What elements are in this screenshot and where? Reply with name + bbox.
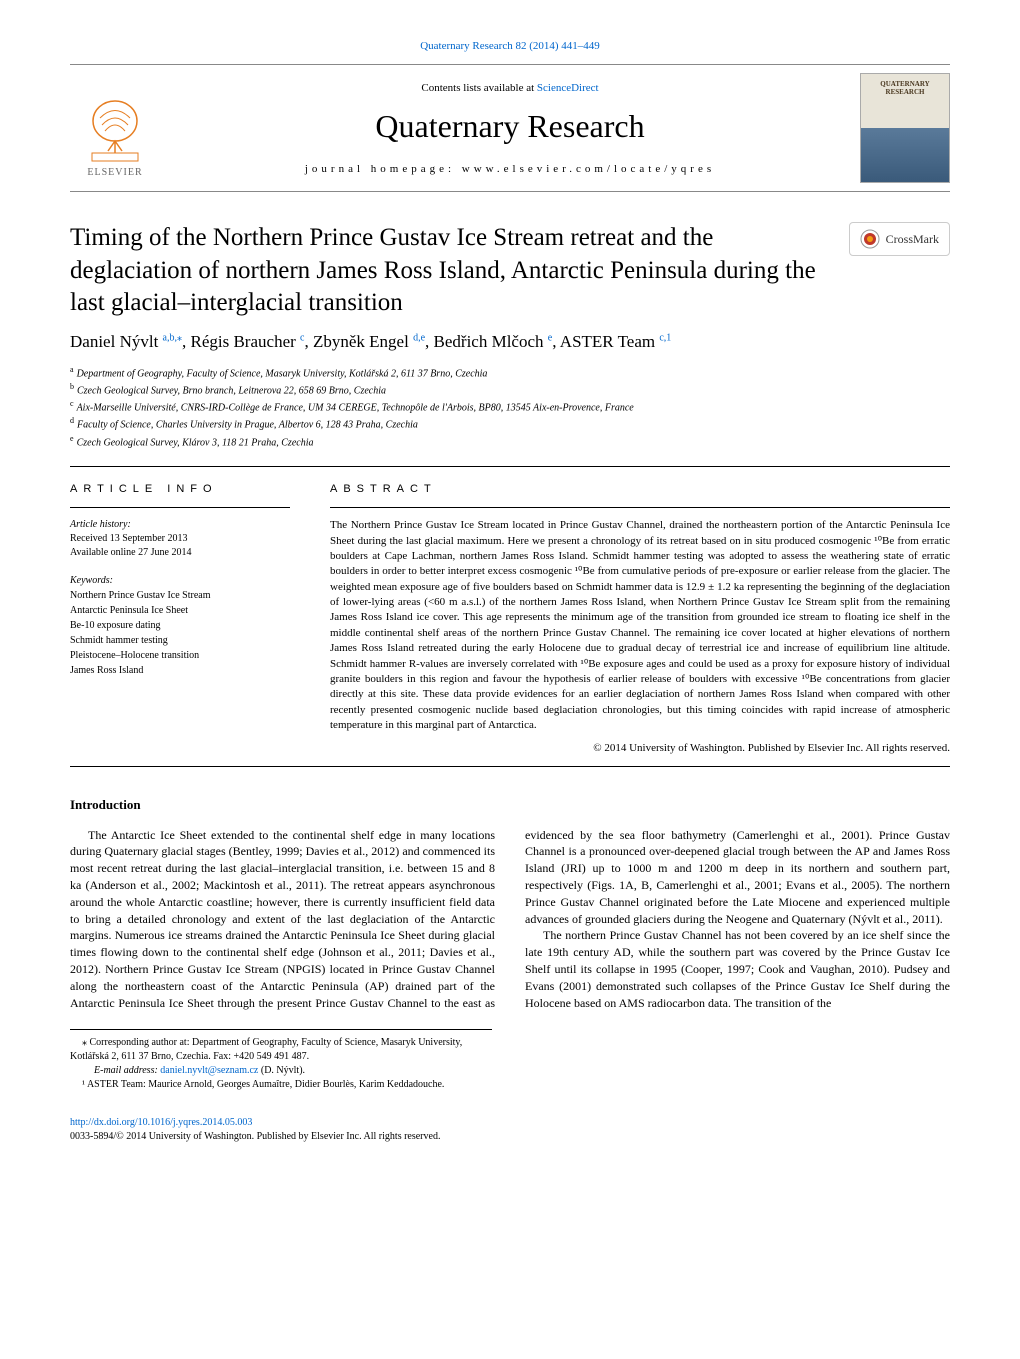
cover-title: QUATERNARY RESEARCH: [880, 80, 929, 96]
introduction-heading: Introduction: [70, 797, 950, 813]
history-label: Article history:: [70, 518, 290, 532]
introduction-section: Introduction The Antarctic Ice Sheet ext…: [70, 797, 950, 1012]
elsevier-tree-icon: [80, 93, 150, 163]
affiliation-d: dFaculty of Science, Charles University …: [70, 415, 950, 432]
journal-cover-thumbnail: QUATERNARY RESEARCH: [860, 73, 950, 183]
keyword: Be-10 exposure dating: [70, 618, 290, 633]
aster-team-note: ¹ ASTER Team: Maurice Arnold, Georges Au…: [70, 1078, 492, 1092]
author-2: , Régis Braucher: [182, 332, 300, 351]
journal-name: Quaternary Research: [180, 108, 840, 145]
crossmark-icon: [860, 229, 880, 249]
journal-reference: Quaternary Research 82 (2014) 441–449: [70, 40, 950, 52]
info-rule: [70, 507, 290, 508]
affiliation-c: cAix-Marseille Université, CNRS-IRD-Coll…: [70, 398, 950, 415]
homepage-prefix: journal homepage:: [305, 163, 462, 175]
abstract-column: ABSTRACT The Northern Prince Gustav Ice …: [330, 483, 950, 753]
journal-homepage: journal homepage: www.elsevier.com/locat…: [180, 163, 840, 175]
crossmark-label: CrossMark: [886, 232, 939, 247]
article-title: Timing of the Northern Prince Gustav Ice…: [70, 222, 829, 320]
keywords-list: Northern Prince Gustav Ice Stream Antarc…: [70, 588, 290, 678]
email-label: E-mail address:: [94, 1065, 160, 1076]
header-center: Contents lists available at ScienceDirec…: [180, 82, 840, 175]
divider-bottom: [70, 766, 950, 767]
footnotes-block: ⁎ Corresponding author at: Department of…: [70, 1029, 492, 1092]
email-suffix: (D. Nývlt).: [258, 1065, 305, 1076]
keyword: Pleistocene–Holocene transition: [70, 648, 290, 663]
author-5-aff: c,1: [659, 332, 671, 343]
author-5: , ASTER Team: [552, 332, 659, 351]
history-online: Available online 27 June 2014: [70, 546, 290, 560]
author-3-aff: d,e: [413, 332, 425, 343]
page-footer: http://dx.doi.org/10.1016/j.yqres.2014.0…: [70, 1116, 950, 1144]
article-history: Article history: Received 13 September 2…: [70, 518, 290, 560]
elsevier-logo: ELSEVIER: [70, 78, 160, 178]
email-link[interactable]: daniel.nyvlt@seznam.cz: [160, 1065, 258, 1076]
keywords-block: Keywords: Northern Prince Gustav Ice Str…: [70, 574, 290, 678]
author-1-aff: a,b,: [163, 332, 177, 343]
copyright-line: © 2014 University of Washington. Publish…: [330, 742, 950, 754]
sciencedirect-link[interactable]: ScienceDirect: [537, 82, 599, 94]
elsevier-text: ELSEVIER: [87, 167, 142, 178]
affiliation-b: bCzech Geological Survey, Brno branch, L…: [70, 381, 950, 398]
doi-link[interactable]: http://dx.doi.org/10.1016/j.yqres.2014.0…: [70, 1117, 252, 1128]
abstract-rule: [330, 507, 950, 508]
author-1: Daniel Nývlt: [70, 332, 163, 351]
article-info-column: ARTICLE INFO Article history: Received 1…: [70, 483, 290, 753]
divider-top: [70, 466, 950, 467]
affiliation-a: aDepartment of Geography, Faculty of Sci…: [70, 364, 950, 381]
contents-available: Contents lists available at ScienceDirec…: [180, 82, 840, 94]
corresponding-author-note: ⁎ Corresponding author at: Department of…: [70, 1036, 492, 1064]
email-line: E-mail address: daniel.nyvlt@seznam.cz (…: [70, 1064, 492, 1078]
article-info-heading: ARTICLE INFO: [70, 483, 290, 495]
author-4: , Bedřich Mlčoch: [425, 332, 548, 351]
homepage-url[interactable]: www.elsevier.com/locate/yqres: [462, 163, 715, 175]
authors-line: Daniel Nývlt a,b,⁎, Régis Braucher c, Zb…: [70, 332, 950, 352]
introduction-body: The Antarctic Ice Sheet extended to the …: [70, 827, 950, 1012]
author-3: , Zbyněk Engel: [304, 332, 413, 351]
affiliations-block: aDepartment of Geography, Faculty of Sci…: [70, 364, 950, 451]
keyword: Antarctic Peninsula Ice Sheet: [70, 603, 290, 618]
crossmark-badge[interactable]: CrossMark: [849, 222, 950, 256]
history-received: Received 13 September 2013: [70, 532, 290, 546]
keywords-label: Keywords:: [70, 574, 290, 588]
abstract-text: The Northern Prince Gustav Ice Stream lo…: [330, 518, 950, 733]
intro-paragraph-2: The northern Prince Gustav Channel has n…: [525, 927, 950, 1011]
affiliation-e: eCzech Geological Survey, Klárov 3, 118 …: [70, 433, 950, 450]
keyword: Schmidt hammer testing: [70, 633, 290, 648]
issn-copyright: 0033-5894/© 2014 University of Washingto…: [70, 1130, 950, 1144]
contents-prefix: Contents lists available at: [421, 82, 536, 94]
abstract-heading: ABSTRACT: [330, 483, 950, 495]
keyword: Northern Prince Gustav Ice Stream: [70, 588, 290, 603]
keyword: James Ross Island: [70, 663, 290, 678]
journal-header: ELSEVIER Contents lists available at Sci…: [70, 64, 950, 192]
